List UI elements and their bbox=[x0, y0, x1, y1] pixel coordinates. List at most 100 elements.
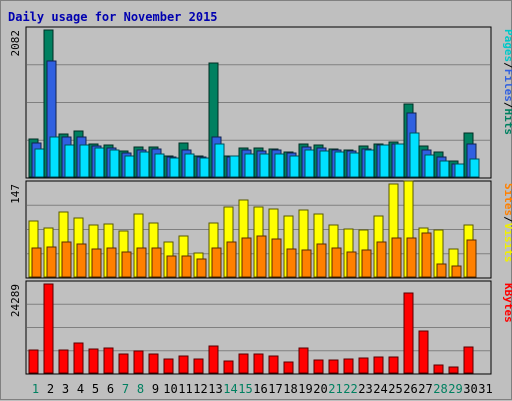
bar-pages-day-12 bbox=[199, 157, 210, 178]
bar-pages-day-15 bbox=[244, 153, 255, 178]
day-label: 6 bbox=[107, 382, 114, 396]
bar-sites-day-8 bbox=[136, 247, 147, 278]
day-label: 13 bbox=[208, 382, 222, 396]
bar-pages-day-3 bbox=[64, 144, 75, 178]
bar-pages-day-29 bbox=[454, 163, 465, 178]
bar-kbytes-day-20 bbox=[313, 359, 324, 374]
legend-item: Visits bbox=[502, 223, 512, 263]
bar-sites-day-28 bbox=[436, 263, 447, 278]
bar-pages-day-24 bbox=[379, 144, 390, 178]
bar-pages-day-22 bbox=[349, 152, 360, 178]
day-label: 27 bbox=[418, 382, 432, 396]
bar-pages-day-1 bbox=[34, 148, 45, 178]
bar-sites-day-3 bbox=[61, 241, 72, 278]
day-label: 8 bbox=[137, 382, 144, 396]
day-label: 3 bbox=[62, 382, 69, 396]
bar-pages-day-20 bbox=[319, 150, 330, 178]
day-label: 30 bbox=[463, 382, 477, 396]
day-label: 23 bbox=[358, 382, 372, 396]
panel-bottom: 24289 KBytes bbox=[9, 280, 512, 375]
panel-scale-label: 147 bbox=[9, 184, 22, 204]
bar-sites-day-11 bbox=[181, 255, 192, 278]
day-label: 4 bbox=[77, 382, 84, 396]
panel-legend: Pages/Files/Hits bbox=[502, 29, 512, 135]
day-axis-labels: 1 2 3 4 5 6 7 8 9 10 11 12 13 14 15 16 17 18 19 20 21 22 23 24 2… bbox=[32, 382, 493, 396]
bar-sites-day-14 bbox=[226, 241, 237, 278]
legend-item: Pages bbox=[502, 29, 512, 62]
day-label: 2 bbox=[47, 382, 54, 396]
bar-kbytes-day-7 bbox=[118, 353, 129, 374]
bar-kbytes-day-17 bbox=[268, 355, 279, 374]
bar-pages-day-26 bbox=[409, 132, 420, 178]
bar-kbytes-day-24 bbox=[373, 356, 384, 374]
bar-pages-day-6 bbox=[109, 149, 120, 178]
bar-pages-day-25 bbox=[394, 143, 405, 178]
bar-pages-day-13 bbox=[214, 143, 225, 178]
day-label: 28 bbox=[433, 382, 447, 396]
bar-kbytes-day-6 bbox=[103, 347, 114, 374]
legend-item: Sites bbox=[502, 183, 512, 216]
day-label: 14 bbox=[223, 382, 237, 396]
bar-kbytes-day-2 bbox=[43, 283, 54, 374]
bar-pages-day-8 bbox=[139, 151, 150, 178]
bar-kbytes-day-30 bbox=[463, 346, 474, 374]
chart-panels: 2082Pages/Files/Hits147Sites/Visits24289… bbox=[9, 26, 512, 375]
day-label: 31 bbox=[478, 382, 492, 396]
bar-pages-day-16 bbox=[259, 153, 270, 178]
bar-pages-day-11 bbox=[184, 153, 195, 178]
bar-pages-day-19 bbox=[304, 149, 315, 178]
bar-pages-day-17 bbox=[274, 153, 285, 178]
bar-pages-day-7 bbox=[124, 155, 135, 178]
bar-sites-day-17 bbox=[271, 238, 282, 278]
bar-sites-day-5 bbox=[91, 248, 102, 278]
bar-sites-day-4 bbox=[76, 243, 87, 278]
bar-pages-day-5 bbox=[94, 147, 105, 178]
panel-middle: 147 Sites/Visits bbox=[9, 180, 512, 279]
day-label: 17 bbox=[268, 382, 282, 396]
bar-kbytes-day-27 bbox=[418, 330, 429, 374]
bar-kbytes-day-22 bbox=[343, 358, 354, 374]
bar-pages-day-21 bbox=[334, 151, 345, 178]
bar-sites-day-29 bbox=[451, 265, 462, 278]
bar-kbytes-day-11 bbox=[178, 355, 189, 374]
bar-sites-day-20 bbox=[316, 243, 327, 278]
bar-pages-day-9 bbox=[154, 153, 165, 178]
bar-sites-day-2 bbox=[46, 246, 57, 278]
bar-pages-day-23 bbox=[364, 149, 375, 178]
day-label: 1 bbox=[32, 382, 39, 396]
legend-item: / bbox=[502, 216, 512, 223]
bar-pages-day-10 bbox=[169, 157, 180, 178]
bar-kbytes-day-13 bbox=[208, 345, 219, 374]
day-label: 16 bbox=[253, 382, 267, 396]
bar-sites-day-30 bbox=[466, 239, 477, 278]
legend-item: Hits bbox=[502, 109, 512, 136]
bar-sites-day-27 bbox=[421, 232, 432, 278]
day-label: 20 bbox=[313, 382, 327, 396]
day-label: 15 bbox=[238, 382, 252, 396]
bar-kbytes-day-10 bbox=[163, 358, 174, 374]
bar-pages-day-14 bbox=[229, 155, 240, 178]
legend-item: / bbox=[502, 102, 512, 109]
day-label: 18 bbox=[283, 382, 297, 396]
panel-scale-label: 2082 bbox=[9, 30, 22, 57]
bar-kbytes-day-9 bbox=[148, 353, 159, 374]
bar-kbytes-day-28 bbox=[433, 364, 444, 374]
bar-sites-day-23 bbox=[361, 249, 372, 278]
bar-kbytes-day-12 bbox=[193, 358, 204, 374]
bar-kbytes-day-25 bbox=[388, 356, 399, 374]
legend-item: Files bbox=[502, 69, 512, 102]
day-label: 29 bbox=[448, 382, 462, 396]
bar-sites-day-7 bbox=[121, 251, 132, 278]
bar-sites-day-9 bbox=[151, 247, 162, 278]
bar-kbytes-day-8 bbox=[133, 350, 144, 374]
bar-kbytes-day-19 bbox=[298, 347, 309, 374]
day-label: 10 bbox=[163, 382, 177, 396]
bar-kbytes-day-1 bbox=[28, 349, 39, 374]
bar-sites-day-15 bbox=[241, 237, 252, 278]
day-label: 19 bbox=[298, 382, 312, 396]
panel-legend: Sites/Visits bbox=[502, 183, 512, 263]
bar-pages-day-2 bbox=[49, 136, 60, 178]
